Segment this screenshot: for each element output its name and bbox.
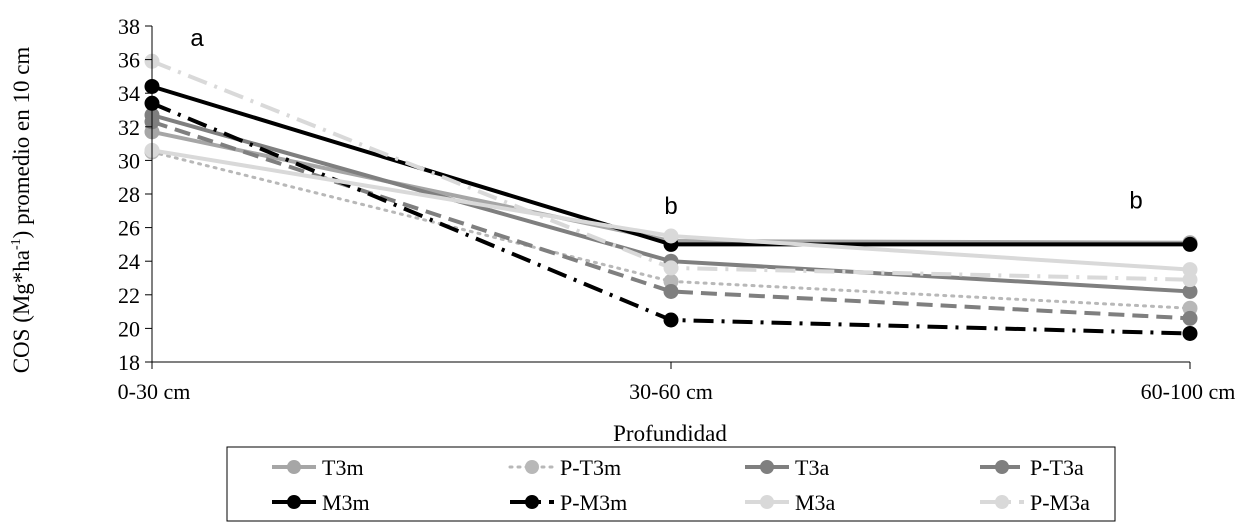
legend-swatch-marker bbox=[525, 495, 539, 509]
x-tick-label: 0-30 cm bbox=[118, 379, 191, 404]
data-point bbox=[1182, 325, 1198, 341]
legend-swatch-marker bbox=[287, 495, 301, 509]
legend-item-p-t3m: P-T3m bbox=[508, 455, 621, 480]
legend-label: M3a bbox=[795, 490, 836, 515]
y-tick-label: 30 bbox=[118, 148, 140, 173]
legend-item-m3m: M3m bbox=[272, 490, 370, 515]
y-tick-label: 36 bbox=[118, 48, 140, 73]
data-point bbox=[1182, 310, 1198, 326]
annotation-label: b bbox=[1129, 188, 1142, 215]
legend-swatch-marker bbox=[525, 460, 539, 474]
data-point bbox=[1182, 236, 1198, 252]
legend-label: P-M3m bbox=[560, 490, 627, 515]
y-tick-label: 26 bbox=[118, 216, 140, 241]
legend-item-t3a: T3a bbox=[745, 455, 829, 480]
y-tick-label: 24 bbox=[118, 249, 140, 274]
legend-item-p-t3a: P-T3a bbox=[980, 455, 1084, 480]
annotation-label: a bbox=[190, 25, 204, 52]
series-p-t3a bbox=[144, 114, 1198, 326]
y-axis-label-main: COS (Mg*ha bbox=[9, 250, 34, 373]
legend-label: T3m bbox=[322, 455, 364, 480]
data-point bbox=[663, 228, 679, 244]
y-tick-label: 38 bbox=[118, 14, 140, 39]
legend-swatch-marker bbox=[760, 495, 774, 509]
legend-swatch-marker bbox=[760, 460, 774, 474]
chart-marks bbox=[144, 53, 1198, 341]
y-tick-label: 34 bbox=[118, 81, 140, 106]
data-point bbox=[663, 312, 679, 328]
y-axis-label: COS (Mg*ha-1) promedio en 10 cm bbox=[9, 47, 34, 374]
y-tick-label: 18 bbox=[118, 350, 140, 375]
y-tick-label: 32 bbox=[118, 115, 140, 140]
y-tick-label: 20 bbox=[118, 316, 140, 341]
data-point bbox=[1182, 283, 1198, 299]
legend-box bbox=[226, 446, 1116, 522]
x-tick-label: 60-100 cm bbox=[1141, 379, 1236, 404]
legend-swatch-marker bbox=[995, 495, 1009, 509]
legend-item-p-m3m: P-M3m bbox=[510, 490, 627, 515]
annotations: a b b bbox=[190, 25, 1142, 220]
legend-label: M3m bbox=[322, 490, 370, 515]
legend-label: P-T3m bbox=[560, 455, 621, 480]
x-axis-label: Profundidad bbox=[613, 421, 727, 446]
legend-item-p-m3a: P-M3a bbox=[980, 490, 1090, 515]
series-p-m3a bbox=[144, 53, 1198, 288]
series-line bbox=[151, 129, 1191, 245]
y-axis-label-sup: -1 bbox=[9, 238, 24, 250]
legend-label: P-M3a bbox=[1030, 490, 1090, 515]
y-tick-label: 28 bbox=[118, 182, 140, 207]
legend-item-t3m: T3m bbox=[272, 455, 364, 480]
annotation-label: b bbox=[664, 193, 677, 220]
x-tick-label: 30-60 cm bbox=[629, 379, 713, 404]
y-ticks: 18 20 22 24 26 28 30 32 34 36 38 bbox=[118, 14, 152, 375]
legend-label: T3a bbox=[795, 455, 829, 480]
legend: T3m P-T3m T3a P-T3a M3m P-M3m M3a P-M3a bbox=[226, 446, 1116, 522]
legend-item-m3a: M3a bbox=[745, 490, 836, 515]
legend-swatch-marker bbox=[995, 460, 1009, 474]
y-tick-label: 22 bbox=[118, 283, 140, 308]
data-point bbox=[663, 260, 679, 276]
x-ticks: 0-30 cm 30-60 cm 60-100 cm bbox=[118, 362, 1236, 404]
legend-label: P-T3a bbox=[1030, 455, 1084, 480]
data-point bbox=[663, 283, 679, 299]
y-axis-label-rest: ) promedio en 10 cm bbox=[9, 47, 34, 239]
legend-swatch-marker bbox=[287, 460, 301, 474]
data-point bbox=[1182, 272, 1198, 288]
